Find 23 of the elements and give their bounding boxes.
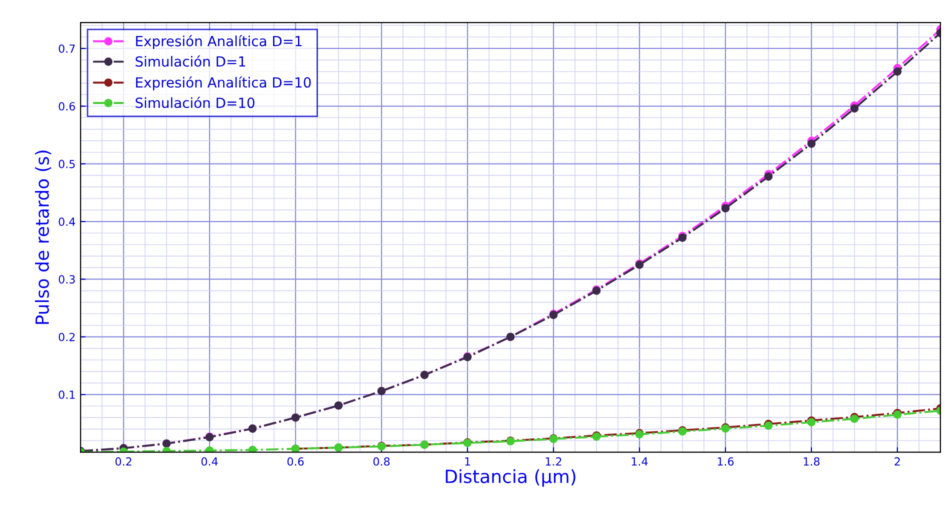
x-tick-label: 0.2 <box>115 457 132 466</box>
legend-label: Expresión Analítica D=1 <box>136 35 302 50</box>
y-axis-title: Pulso de retardo (s) <box>35 150 52 324</box>
x-tick-label: 1.2 <box>546 457 562 466</box>
y-tick-label: 0.4 <box>58 217 76 226</box>
x-tick-label: 0.6 <box>287 457 304 466</box>
y-tick-label: 0.5 <box>58 160 75 168</box>
x-tick-label: 2 <box>894 457 900 466</box>
x-tick-label: 1.4 <box>632 457 648 466</box>
y-tick-label: 0.7 <box>58 44 75 53</box>
x-tick-label: 0.8 <box>373 457 390 466</box>
x-tick-label: 1.6 <box>718 457 734 466</box>
legend-label: Simulación D=1 <box>136 55 246 67</box>
legend-label: Expresión Analítica D=10 <box>136 76 311 90</box>
y-tick-label: 0.3 <box>58 275 75 284</box>
legend-label: Simulación D=10 <box>136 96 254 108</box>
x-axis-title: Distancia (μm) <box>446 469 576 487</box>
x-tick-label: 1 <box>465 457 470 466</box>
y-tick-label: 0.1 <box>58 390 75 399</box>
y-tick-label: 0.2 <box>58 332 75 342</box>
x-tick-label: 0.4 <box>201 457 218 466</box>
y-tick-label: 0.6 <box>58 102 76 111</box>
x-tick-label: 1.8 <box>804 457 820 466</box>
